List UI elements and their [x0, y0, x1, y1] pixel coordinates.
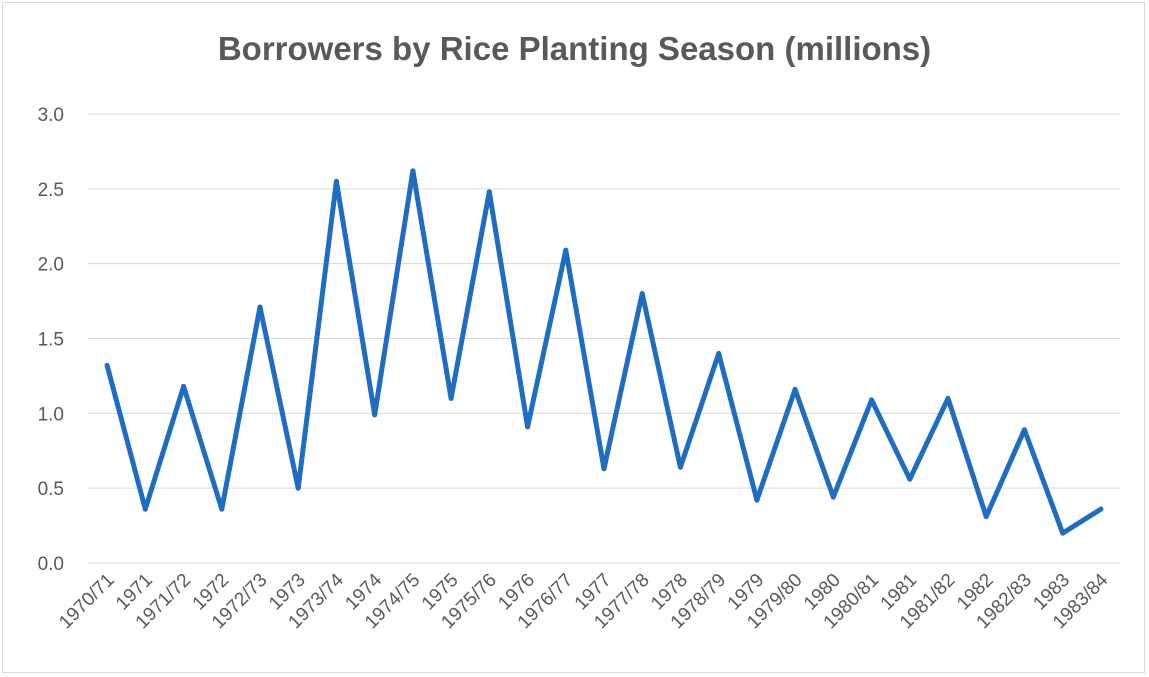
- data-point: [333, 178, 339, 184]
- data-point: [104, 362, 110, 368]
- y-axis-ticks: 0.0 0.5 1.0 1.5 2.0 2.5 3.0: [38, 105, 64, 575]
- chart-title: Borrowers by Rice Planting Season (milli…: [217, 30, 932, 67]
- y-tick-label: 3.0: [38, 105, 64, 126]
- data-point: [525, 424, 531, 430]
- data-point: [1021, 427, 1027, 433]
- x-axis-ticks: 1970/7119711971/7219721972/7319731973/74…: [55, 569, 1112, 633]
- y-tick-label: 2.0: [38, 255, 64, 276]
- data-point: [1060, 530, 1066, 536]
- y-tick-label: 1.5: [38, 330, 64, 351]
- data-point: [983, 514, 989, 520]
- y-tick-label: 0.0: [38, 554, 64, 575]
- y-tick-label: 1.0: [38, 404, 64, 425]
- data-point: [372, 412, 378, 418]
- data-point: [677, 464, 683, 470]
- data-point: [486, 189, 492, 195]
- series-line: [104, 168, 1104, 536]
- y-tick-label: 2.5: [38, 180, 64, 201]
- data-point: [639, 291, 645, 297]
- y-tick-label: 0.5: [38, 479, 64, 500]
- data-point: [716, 350, 722, 356]
- data-point: [563, 247, 569, 253]
- data-point: [907, 476, 913, 482]
- x-tick-label: 1970/71: [55, 570, 118, 633]
- data-point: [945, 395, 951, 401]
- data-point: [792, 386, 798, 392]
- data-point: [219, 506, 225, 512]
- gridlines: [88, 113, 1120, 564]
- data-point: [869, 397, 875, 403]
- data-point: [830, 494, 836, 500]
- data-point: [601, 466, 607, 472]
- data-point: [257, 304, 263, 310]
- data-point: [754, 497, 760, 503]
- data-point: [181, 383, 187, 389]
- series-layer: [104, 168, 1104, 536]
- data-point: [1098, 506, 1104, 512]
- data-point: [448, 395, 454, 401]
- data-point: [142, 506, 148, 512]
- data-point: [410, 168, 416, 174]
- data-point: [295, 485, 301, 491]
